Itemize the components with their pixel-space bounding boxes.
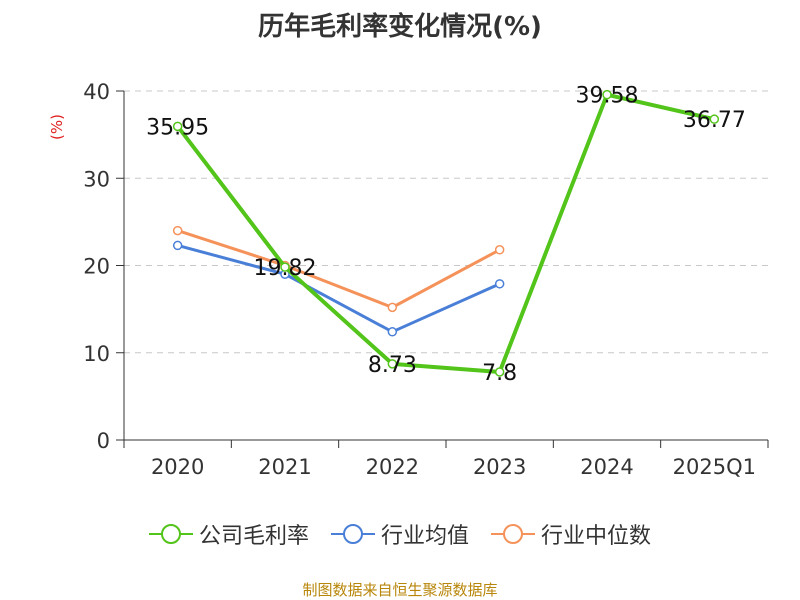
x-tick-label: 2020 [151, 455, 204, 479]
x-tick-label: 2025Q1 [673, 455, 756, 479]
series-industry-median-point [172, 225, 183, 236]
legend-item-industry-median[interactable]: 行业中位数 [491, 518, 651, 550]
legend-item-gross-margin[interactable]: 公司毛利率 [148, 518, 309, 550]
series-industry-median-line [177, 229, 501, 309]
x-tick-label: 2023 [473, 455, 526, 479]
legend-label: 行业中位数 [541, 524, 652, 549]
chart-title: 历年毛利率变化情况(%) [258, 12, 542, 42]
series-industry-average-line [177, 243, 501, 334]
legend-line-circle-icon [330, 524, 375, 544]
x-tick-label: 2022 [366, 455, 419, 479]
y-tick-label: 20 [83, 255, 110, 279]
series-industry-average-point [494, 279, 505, 289]
data-label: 36.77 [683, 108, 746, 133]
series-industry-average-point [387, 327, 398, 337]
y-tick-label: 40 [83, 80, 110, 104]
y-tick-label: 30 [83, 167, 110, 191]
series-gross-margin-point [494, 367, 505, 377]
series-gross-margin-point [602, 89, 612, 100]
legend-label: 行业均值 [380, 524, 469, 549]
legend-label: 公司毛利率 [198, 524, 309, 549]
series-gross-margin-point [709, 114, 720, 124]
y-tick-label: 10 [83, 342, 110, 366]
series-gross-margin-point [172, 121, 183, 132]
data-label: 39.58 [576, 84, 639, 109]
series-gross-margin-point [387, 359, 398, 369]
data-label: 19.82 [254, 256, 317, 281]
data-source-note: 制图数据来自恒生聚源数据库 [302, 581, 498, 599]
data-label: 7.8 [482, 361, 517, 386]
data-label: 35.95 [146, 115, 209, 140]
data-label: 8.73 [368, 353, 417, 378]
x-tick-label: 2021 [258, 455, 311, 479]
x-tick-label: 2024 [580, 455, 633, 479]
legend-line-circle-icon [491, 524, 535, 544]
legend-line-circle-icon [148, 524, 193, 544]
series-industry-median-point [494, 245, 505, 255]
series-industry-median-point [387, 302, 398, 313]
series-gross-margin-line [176, 92, 715, 374]
legend: 公司毛利率 行业均值 行业中位数 [0, 518, 800, 550]
series-industry-average-point [172, 240, 183, 251]
y-tick-label: 0 [97, 429, 110, 453]
series-gross-margin-point [280, 262, 290, 272]
legend-item-industry-average[interactable]: 行业均值 [330, 518, 469, 550]
